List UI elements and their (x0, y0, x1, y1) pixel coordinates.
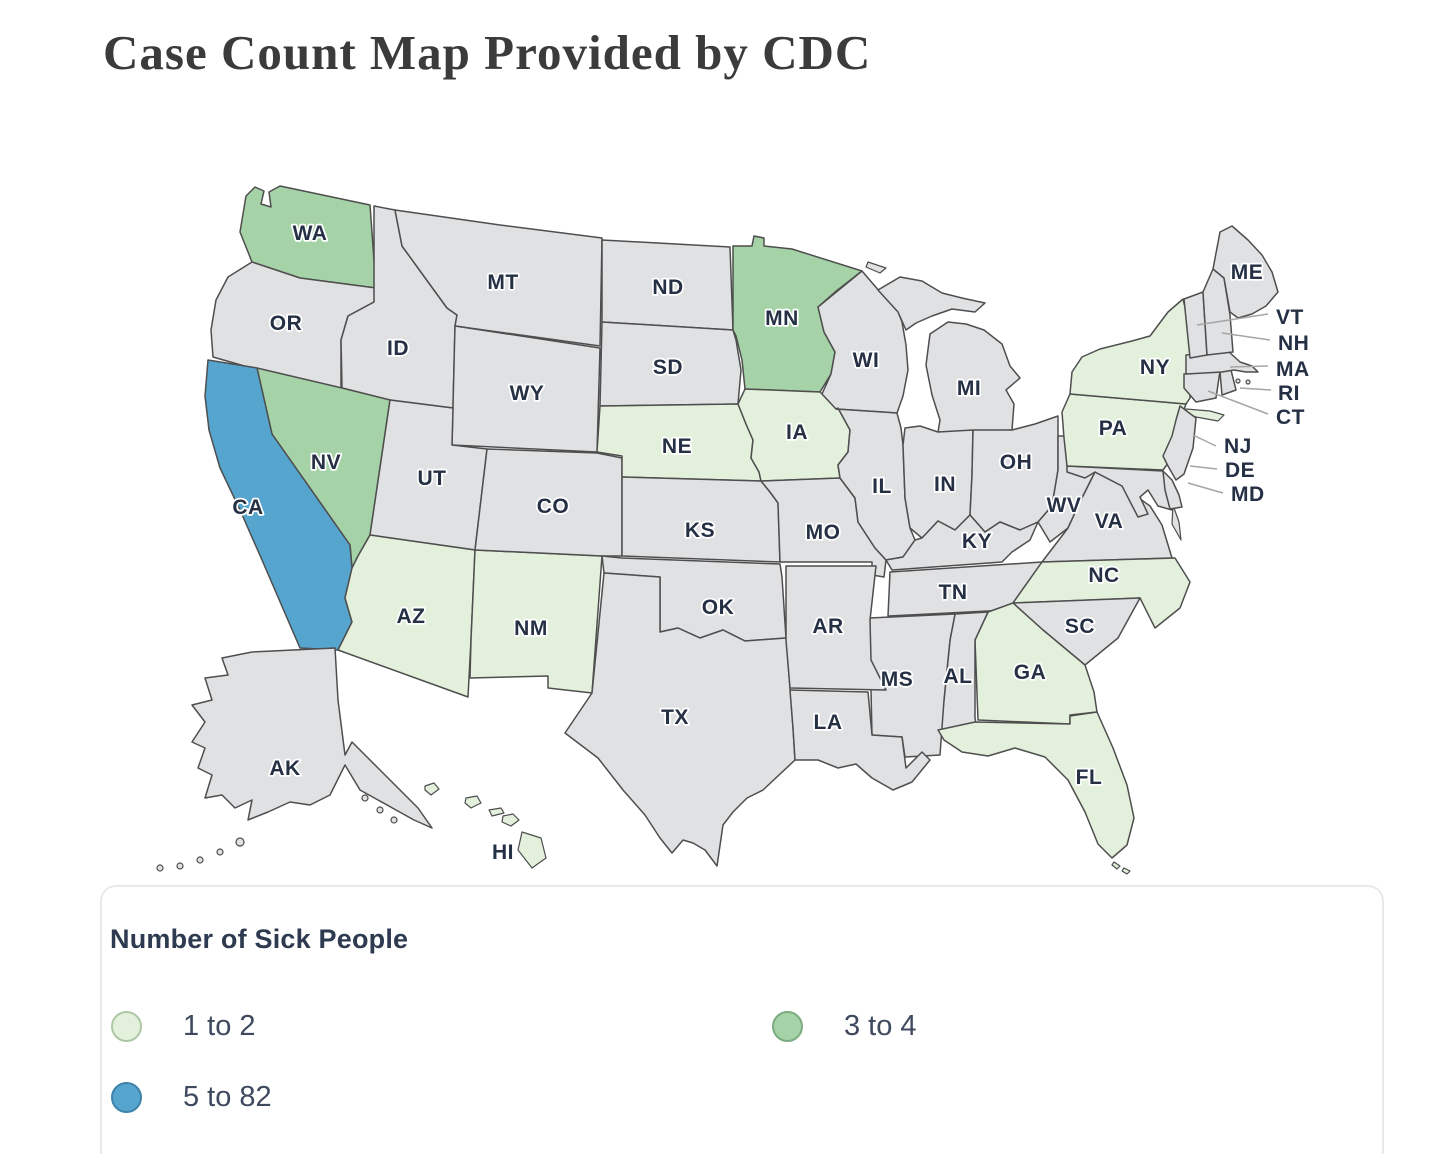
state-label-in: IN (934, 473, 956, 496)
state-label-wi: WI (853, 349, 880, 372)
state-ri[interactable] (1219, 369, 1237, 396)
state-label-wa: WA (293, 222, 328, 245)
page-title: Case Count Map Provided by CDC (103, 25, 872, 80)
state-label-az: AZ (397, 605, 426, 628)
state-me[interactable] (1212, 225, 1279, 319)
legend-swatch-3-to-4-icon (772, 1011, 803, 1042)
state-label-co: CO (537, 495, 570, 518)
state-de[interactable] (1162, 470, 1183, 510)
state-label-pa: PA (1099, 417, 1128, 440)
state-mi[interactable] (865, 261, 1021, 433)
legend-item-label: 3 to 4 (844, 1010, 917, 1042)
state-label-va: VA (1095, 510, 1124, 533)
legend-swatch-1-to-2-icon (111, 1011, 142, 1042)
state-label-nv: NV (311, 451, 341, 474)
legend-item-3-to-4: 3 to 4 (772, 1010, 917, 1043)
state-label-md: MD (1231, 483, 1265, 506)
leader-line-ri (1239, 387, 1272, 391)
state-label-id: ID (387, 337, 409, 360)
leader-line-nh (1221, 332, 1271, 341)
legend-item-1-to-2: 1 to 2 (111, 1010, 256, 1043)
state-label-ar: AR (812, 615, 843, 638)
state-label-me: ME (1231, 261, 1264, 284)
state-hi[interactable] (424, 782, 547, 869)
legend-title: Number of Sick People (110, 924, 409, 954)
state-label-sd: SD (653, 356, 683, 379)
state-label-tx: TX (661, 706, 689, 729)
state-label-ny: NY (1140, 356, 1170, 379)
state-label-ak: AK (269, 757, 300, 780)
state-label-nc: NC (1088, 564, 1119, 587)
state-label-wv: WV (1047, 494, 1082, 517)
state-ma[interactable] (1185, 350, 1259, 385)
state-label-or: OR (270, 312, 303, 335)
legend-swatch-5-to-82-icon (111, 1082, 142, 1113)
state-label-de: DE (1225, 459, 1255, 482)
state-label-nm: NM (514, 617, 548, 640)
state-label-il: IL (872, 475, 892, 498)
state-label-mt: MT (487, 271, 518, 294)
state-label-nj: NJ (1224, 435, 1252, 458)
leader-line-ct (1207, 390, 1269, 415)
state-label-ne: NE (662, 435, 692, 458)
state-ar[interactable] (785, 565, 887, 691)
state-label-nd: ND (652, 276, 683, 299)
leader-line-ma (1229, 365, 1269, 368)
state-label-mi: MI (957, 377, 981, 400)
state-ny[interactable] (1069, 298, 1225, 422)
legend-item-label: 5 to 82 (183, 1081, 272, 1113)
state-la[interactable] (789, 689, 931, 791)
state-label-tn: TN (939, 581, 968, 604)
state-label-mn: MN (765, 307, 799, 330)
state-label-hi: HI (492, 841, 514, 864)
legend-item-label: 1 to 2 (183, 1010, 256, 1042)
state-label-ok: OK (702, 596, 735, 619)
state-label-ct: CT (1276, 406, 1305, 429)
leader-line-de (1189, 465, 1218, 470)
state-label-oh: OH (1000, 451, 1033, 474)
state-label-nh: NH (1278, 332, 1309, 355)
state-label-ia: IA (786, 421, 808, 444)
leader-line-nj (1192, 434, 1217, 447)
state-label-ga: GA (1014, 661, 1047, 684)
legend-card (100, 885, 1384, 1154)
state-nj[interactable] (1162, 405, 1197, 481)
state-nm[interactable] (469, 549, 603, 694)
state-ak[interactable] (156, 647, 433, 872)
state-label-mo: MO (806, 521, 841, 544)
state-label-al: AL (944, 665, 973, 688)
state-label-ri: RI (1278, 382, 1300, 405)
state-label-fl: FL (1076, 766, 1103, 789)
state-label-wy: WY (510, 382, 545, 405)
state-label-ms: MS (881, 668, 914, 691)
leader-line-vt (1196, 313, 1269, 326)
state-label-ky: KY (962, 530, 992, 553)
state-label-la: LA (814, 711, 843, 734)
state-ky[interactable] (885, 514, 1039, 571)
state-label-ma: MA (1276, 358, 1310, 381)
state-label-ca: CA (232, 496, 263, 519)
state-label-ut: UT (418, 467, 447, 490)
state-tx[interactable] (564, 572, 796, 867)
legend-item-5-to-82: 5 to 82 (111, 1081, 272, 1114)
state-label-sc: SC (1065, 615, 1095, 638)
state-label-ks: KS (685, 519, 715, 542)
state-label-vt: VT (1276, 306, 1304, 329)
state-fl[interactable] (937, 711, 1135, 875)
leader-line-md (1187, 482, 1224, 494)
